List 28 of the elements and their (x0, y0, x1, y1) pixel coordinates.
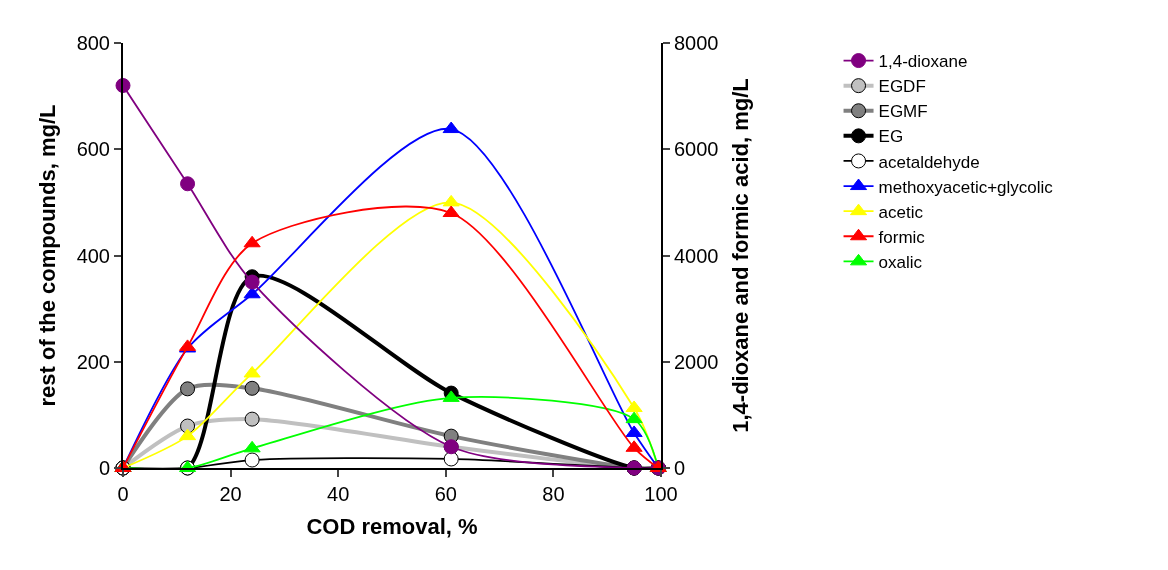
y2-tick-label: 6000 (674, 138, 719, 161)
y2-tick-label: 8000 (674, 32, 719, 54)
x-axis-title: COD removal, % (306, 514, 478, 540)
y-tick-label: 200 (76, 350, 110, 373)
y2-tick-label: 2000 (674, 350, 719, 373)
legend-label: oxalic (878, 252, 923, 272)
x-tick-label: 40 (327, 483, 350, 505)
y-tick-label: 0 (98, 457, 110, 479)
x-tick-label: 20 (219, 483, 242, 505)
y-tick-label: 400 (76, 244, 110, 267)
x-tick-label: 100 (644, 483, 678, 505)
legend-label: formic (878, 227, 926, 247)
y-tick-label: 800 (76, 32, 110, 54)
y-tick-label: 600 (76, 138, 110, 161)
x-tick-label: 60 (434, 483, 457, 505)
y2-tick-label: 4000 (674, 244, 719, 267)
x-tick-label: 80 (542, 483, 565, 505)
y2-axis-title: 1,4-dioxane and formic acid, mg/L (727, 78, 753, 433)
y-axis-title: rest of the compounds, mg/L (34, 104, 60, 407)
legend-label: EG (878, 127, 904, 147)
y2-tick-label: 0 (674, 457, 686, 479)
x-tick-label: 0 (117, 483, 129, 505)
legend-label: acetaldehyde (878, 152, 980, 172)
legend-label: EGDF (878, 77, 926, 97)
legend-label: EGMF (878, 102, 928, 122)
legend-label: acetic (878, 202, 924, 222)
legend-label: methoxyacetic+glycolic (878, 177, 1054, 197)
legend-label: 1,4-dioxane (878, 52, 968, 72)
